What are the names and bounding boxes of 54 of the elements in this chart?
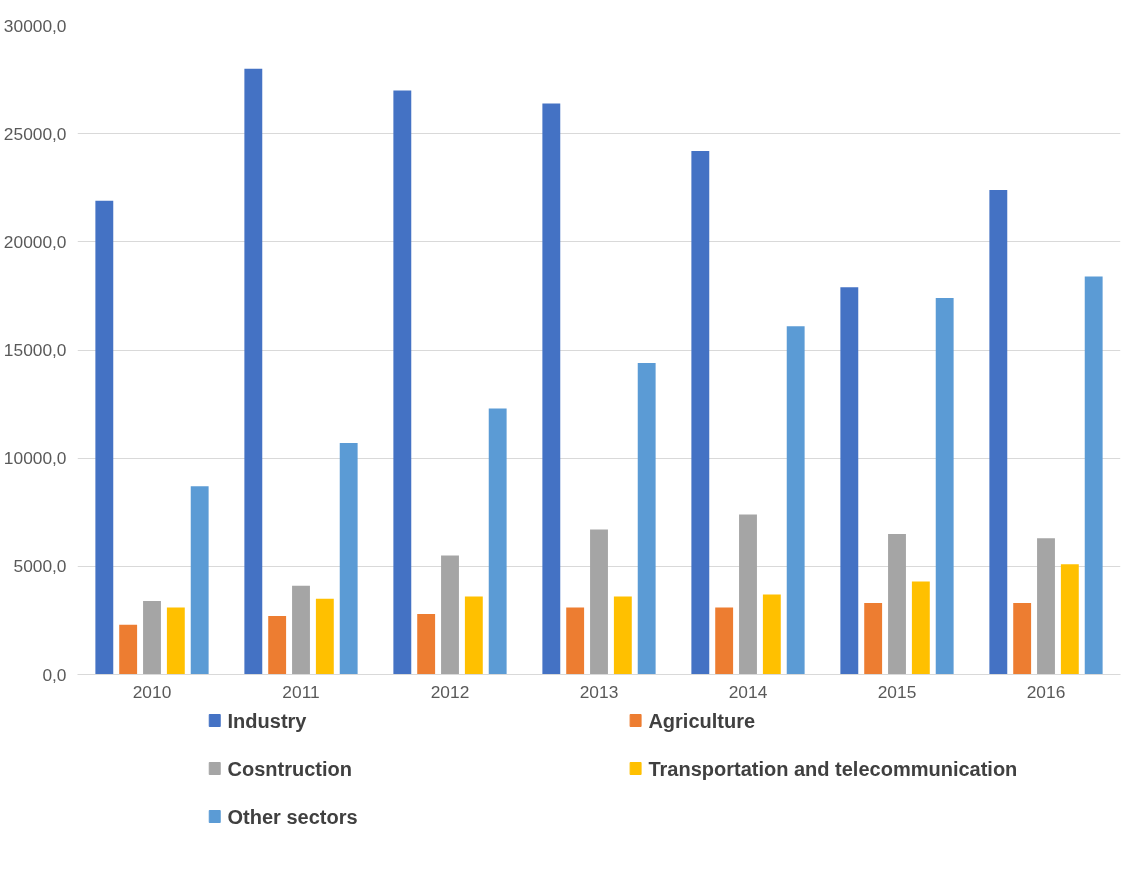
bar [464,596,483,675]
bar [441,555,459,675]
bar [715,607,734,675]
bar [339,443,358,675]
bar [190,486,209,675]
bar [566,607,585,675]
bar [417,613,436,675]
bar [613,596,632,675]
bar [1013,603,1032,675]
bar [315,598,334,675]
y-tick-label: 0,0 [42,664,67,685]
bar [691,150,710,675]
y-tick-label: 5000,0 [13,556,67,577]
bar [119,624,138,675]
x-tick-label: 2010 [132,681,172,702]
bar [393,90,412,675]
x-tick-label: 2012 [430,681,470,702]
y-tick-label: 25000,0 [3,123,67,144]
bar [244,68,263,675]
y-tick-label: 10000,0 [3,448,67,469]
bar [888,533,906,675]
bar [95,200,114,675]
bar [542,103,561,675]
bar [292,585,310,675]
legend-label: Transportation and telecommunication [648,757,1018,780]
x-tick-label: 2016 [1026,681,1066,702]
legend-label: Industry [227,709,308,732]
bar [166,607,185,675]
y-tick-label: 20000,0 [3,231,67,252]
legend-label: Other sectors [227,805,358,828]
x-tick-label: 2011 [282,681,320,702]
bar [864,603,883,675]
x-tick-label: 2014 [728,681,768,702]
bar [911,581,930,675]
bar [935,298,954,675]
bar [1037,538,1055,675]
bar [268,616,287,675]
bar [989,189,1008,675]
y-tick-label: 30000,0 [3,15,67,36]
bar [637,362,656,675]
bar [786,326,805,675]
bar [590,529,608,675]
x-tick-label: 2015 [877,681,917,702]
bar [739,514,757,675]
legend-label: Agriculture [648,709,756,732]
bar [143,600,161,675]
bar [762,594,781,675]
y-tick-label: 15000,0 [3,340,67,360]
legend-label: Cosntruction [227,757,352,780]
bar [1084,276,1103,675]
bar [840,287,859,675]
bar [488,408,507,675]
bar [1060,564,1079,675]
x-tick-label: 2013 [579,681,619,702]
